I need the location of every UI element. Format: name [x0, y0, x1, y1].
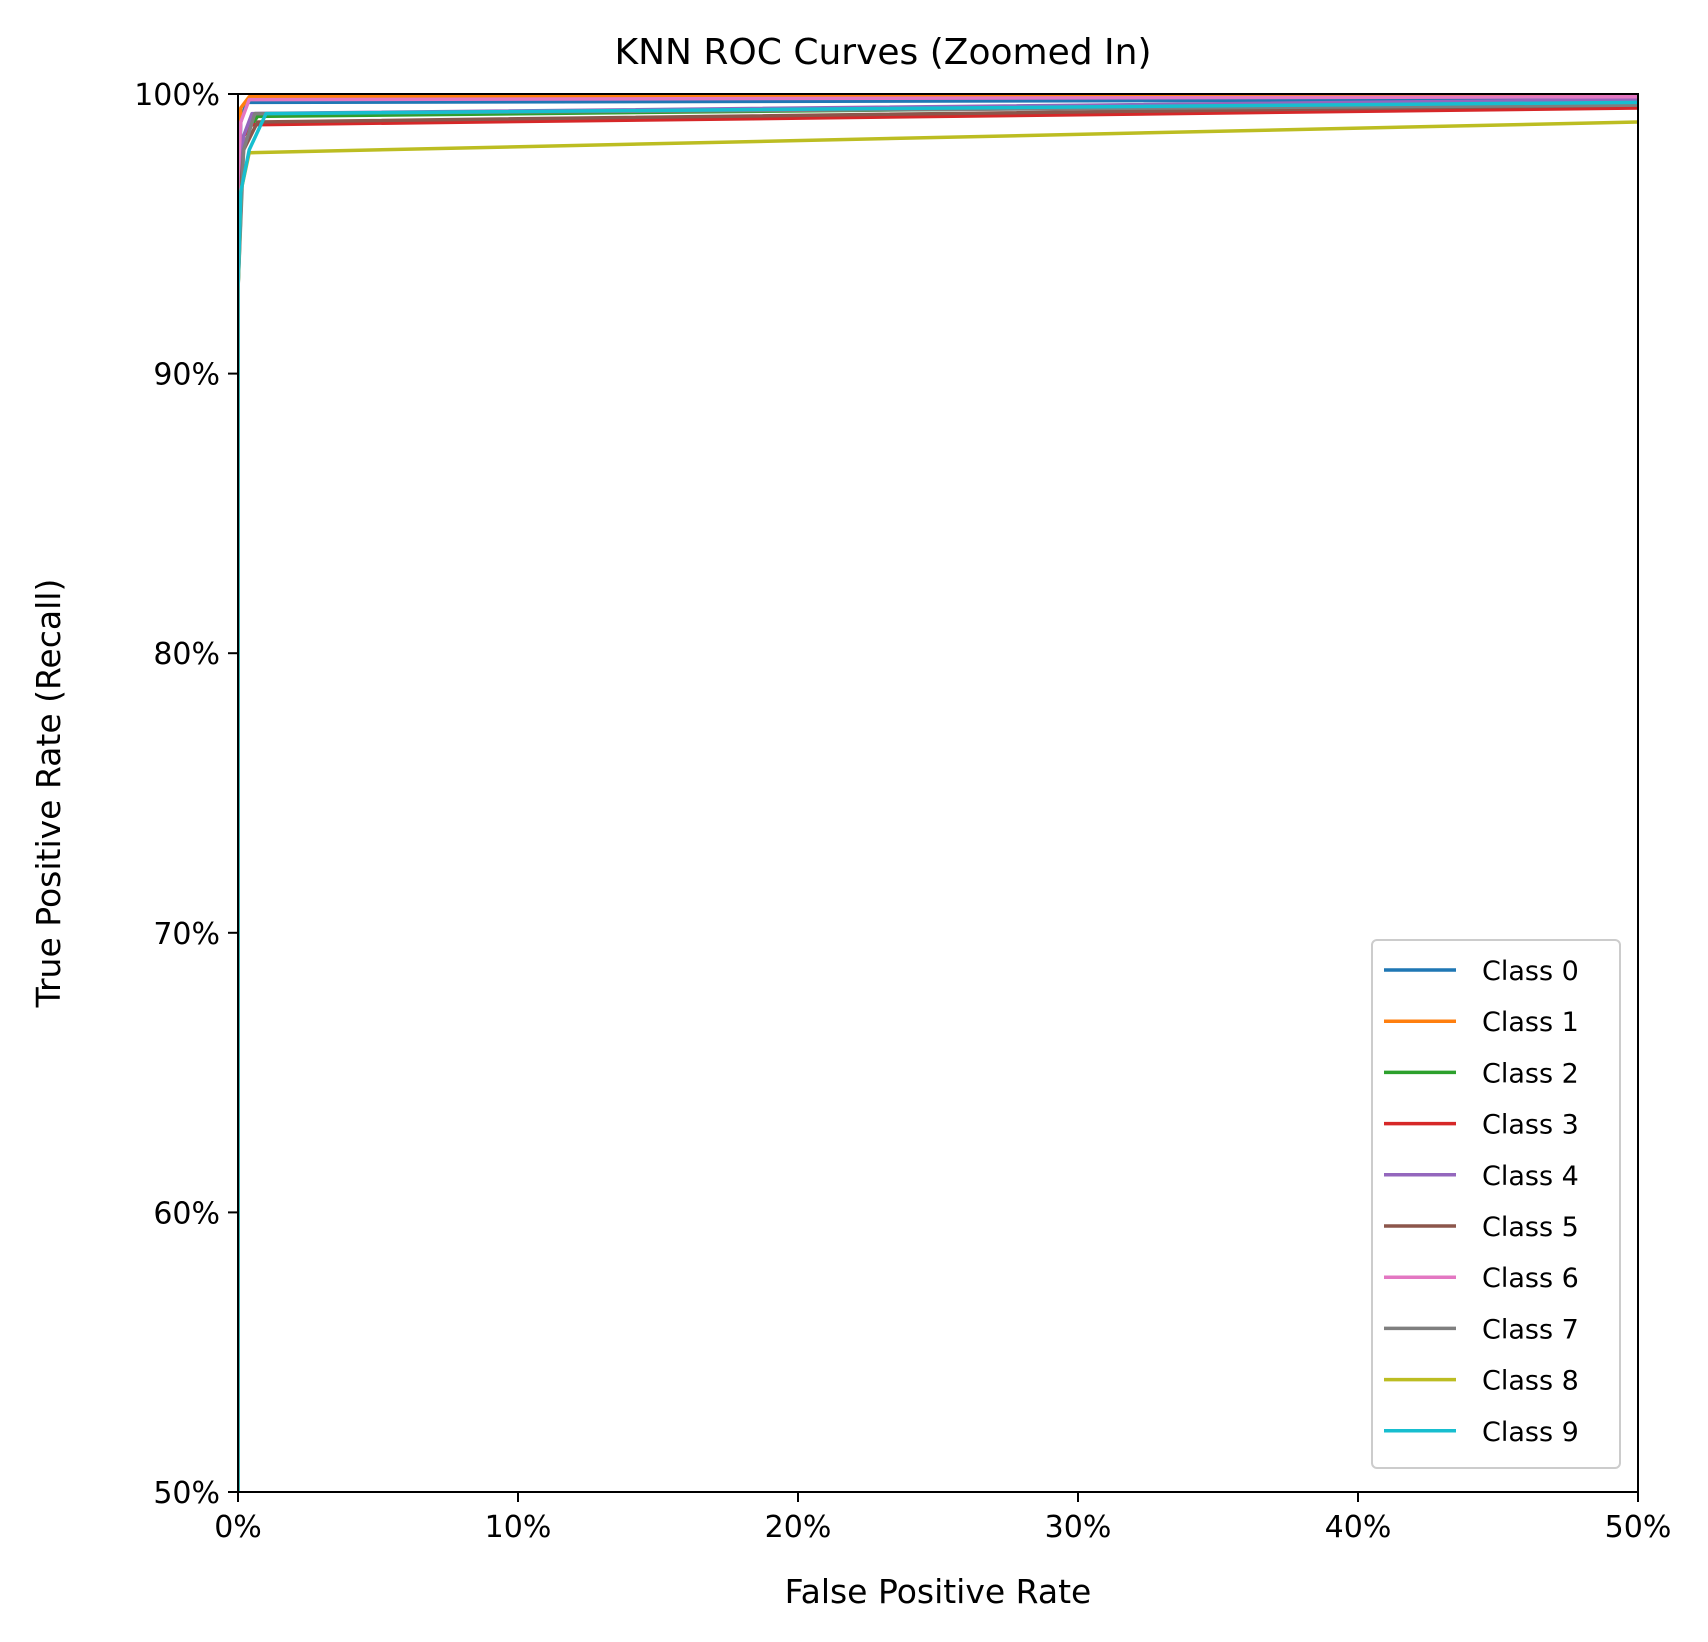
legend-label: Class 7: [1482, 1314, 1579, 1345]
legend: Class 0 Class 1 Class 2 Class 3 Class 4 Class…: [1371, 939, 1621, 1469]
legend-label: Class 0: [1482, 956, 1579, 987]
x-tick-label: 0%: [214, 1510, 262, 1545]
series-line-class-6: [238, 95, 1638, 1492]
legend-label: Class 2: [1482, 1058, 1579, 1089]
legend-label: Class 9: [1482, 1417, 1579, 1448]
legend-item-class-4: Class 4: [1384, 1161, 1579, 1192]
legend-item-class-8: Class 8: [1384, 1366, 1579, 1397]
legend-label: Class 1: [1482, 1007, 1579, 1038]
legend-item-class-2: Class 2: [1384, 1058, 1579, 1089]
legend-item-class-0: Class 0: [1384, 956, 1579, 987]
legend-label: Class 6: [1482, 1263, 1579, 1294]
y-tick-label: 70%: [153, 917, 220, 952]
y-tick-label: 80%: [153, 637, 220, 672]
legend-item-class-5: Class 5: [1384, 1212, 1579, 1243]
y-axis-title: True Positive Rate (Recall): [29, 579, 68, 1009]
y-tick-label: 50%: [153, 1476, 220, 1511]
legend-label: Class 5: [1482, 1212, 1579, 1243]
legend-label: Class 3: [1482, 1110, 1579, 1141]
plot-area: [238, 93, 1638, 1492]
plot-frame: [237, 93, 1639, 1493]
x-tick-label: 20%: [765, 1510, 832, 1545]
y-tick-label: 60%: [153, 1196, 220, 1231]
legend-item-class-1: Class 1: [1384, 1007, 1579, 1038]
legend-label: Class 8: [1482, 1366, 1579, 1397]
x-tick-label: 10%: [485, 1510, 552, 1545]
y-tick-label: 90%: [153, 358, 220, 393]
y-tick-label: 100%: [134, 78, 220, 113]
y-axis: 50% 60% 70% 80% 90% 100%: [134, 78, 238, 1511]
legend-item-class-7: Class 7: [1384, 1314, 1579, 1345]
x-tick-label: 40%: [1325, 1510, 1392, 1545]
x-tick-label: 50%: [1605, 1510, 1672, 1545]
legend-label: Class 4: [1482, 1161, 1579, 1192]
series-lines: [238, 93, 1638, 1492]
legend-item-class-6: Class 6: [1384, 1263, 1579, 1294]
legend-item-class-9: Class 9: [1384, 1417, 1579, 1448]
legend-item-class-3: Class 3: [1384, 1110, 1579, 1141]
x-tick-label: 30%: [1045, 1510, 1112, 1545]
series-line-class-1: [238, 93, 1638, 1492]
series-line-class-9: [238, 100, 1638, 1492]
x-axis-title: False Positive Rate: [785, 1572, 1092, 1611]
x-axis: 0% 10% 20% 30% 40% 50%: [214, 1492, 1671, 1545]
chart-title: KNN ROC Curves (Zoomed In): [615, 32, 1152, 73]
